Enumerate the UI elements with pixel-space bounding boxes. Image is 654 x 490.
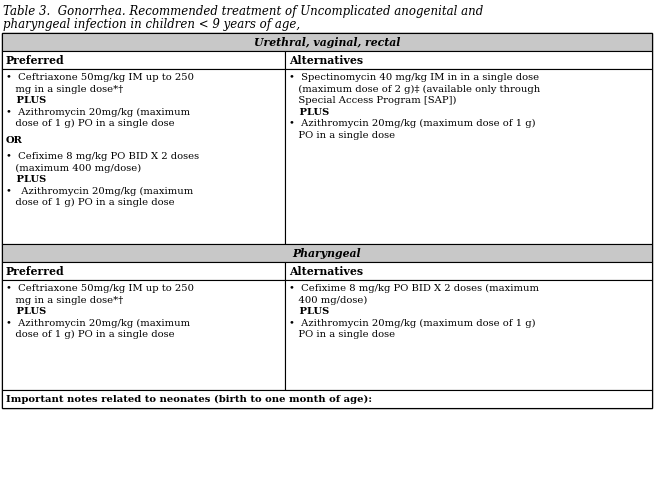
Text: Alternatives: Alternatives [289,54,363,66]
Text: (maximum 400 mg/dose): (maximum 400 mg/dose) [6,164,141,173]
Text: mg in a single dose*†: mg in a single dose*† [6,295,123,304]
Text: 400 mg/dose): 400 mg/dose) [289,295,367,305]
Text: (maximum dose of 2 g)‡ (available only through: (maximum dose of 2 g)‡ (available only t… [289,84,540,94]
Text: dose of 1 g) PO in a single dose: dose of 1 g) PO in a single dose [6,330,175,339]
Bar [284,262,652,280]
Text: •  Ceftriaxone 50mg/kg IM up to 250: • Ceftriaxone 50mg/kg IM up to 250 [6,73,194,82]
Bar [2,51,284,69]
Text: Preferred: Preferred [6,54,65,66]
Text: •  Azithromycin 20mg/kg (maximum dose of 1 g): • Azithromycin 20mg/kg (maximum dose of … [289,318,536,328]
Text: OR: OR [6,136,23,145]
Text: Urethral, vaginal, rectal: Urethral, vaginal, rectal [254,36,400,48]
Text: Pharyngeal: Pharyngeal [293,247,361,259]
Text: •  Cefixime 8 mg/kg PO BID X 2 doses (maximum: • Cefixime 8 mg/kg PO BID X 2 doses (max… [289,284,539,293]
Text: PO in a single dose: PO in a single dose [289,130,395,140]
Text: Important notes related to neonates (birth to one month of age):: Important notes related to neonates (bir… [6,394,372,404]
Text: •  Ceftriaxone 50mg/kg IM up to 250: • Ceftriaxone 50mg/kg IM up to 250 [6,284,194,293]
Text: •  Spectinomycin 40 mg/kg IM in in a single dose: • Spectinomycin 40 mg/kg IM in in a sing… [289,73,539,82]
Text: Preferred: Preferred [6,266,65,276]
Bar [2,280,284,390]
Text: •   Azithromycin 20mg/kg (maximum: • Azithromycin 20mg/kg (maximum [6,187,193,196]
Text: mg in a single dose*†: mg in a single dose*† [6,84,123,94]
Text: •  Azithromycin 20mg/kg (maximum: • Azithromycin 20mg/kg (maximum [6,107,190,117]
Text: PLUS: PLUS [6,96,46,105]
Text: PLUS: PLUS [289,107,329,117]
Text: Special Access Program [SAP]): Special Access Program [SAP]) [289,96,456,105]
Text: •  Azithromycin 20mg/kg (maximum: • Azithromycin 20mg/kg (maximum [6,318,190,328]
Bar [2,390,652,408]
Text: Table 3.  Gonorrhea. Recommended treatment of Uncomplicated anogenital and: Table 3. Gonorrhea. Recommended treatmen… [3,5,483,18]
Bar [2,33,652,51]
Text: dose of 1 g) PO in a single dose: dose of 1 g) PO in a single dose [6,198,175,207]
Bar [2,69,284,244]
Bar [284,51,652,69]
Text: PO in a single dose: PO in a single dose [289,330,395,339]
Bar [2,262,284,280]
Bar [2,244,652,262]
Text: PLUS: PLUS [6,307,46,316]
Text: Alternatives: Alternatives [289,266,363,276]
Text: dose of 1 g) PO in a single dose: dose of 1 g) PO in a single dose [6,119,175,128]
Text: PLUS: PLUS [6,175,46,184]
Text: pharyngeal infection in children < 9 years of age,: pharyngeal infection in children < 9 yea… [3,18,300,31]
Text: •  Azithromycin 20mg/kg (maximum dose of 1 g): • Azithromycin 20mg/kg (maximum dose of … [289,119,536,128]
Bar [2,33,652,408]
Text: •  Cefixime 8 mg/kg PO BID X 2 doses: • Cefixime 8 mg/kg PO BID X 2 doses [6,152,199,161]
Text: PLUS: PLUS [289,307,329,316]
Bar [284,69,652,244]
Bar [284,280,652,390]
